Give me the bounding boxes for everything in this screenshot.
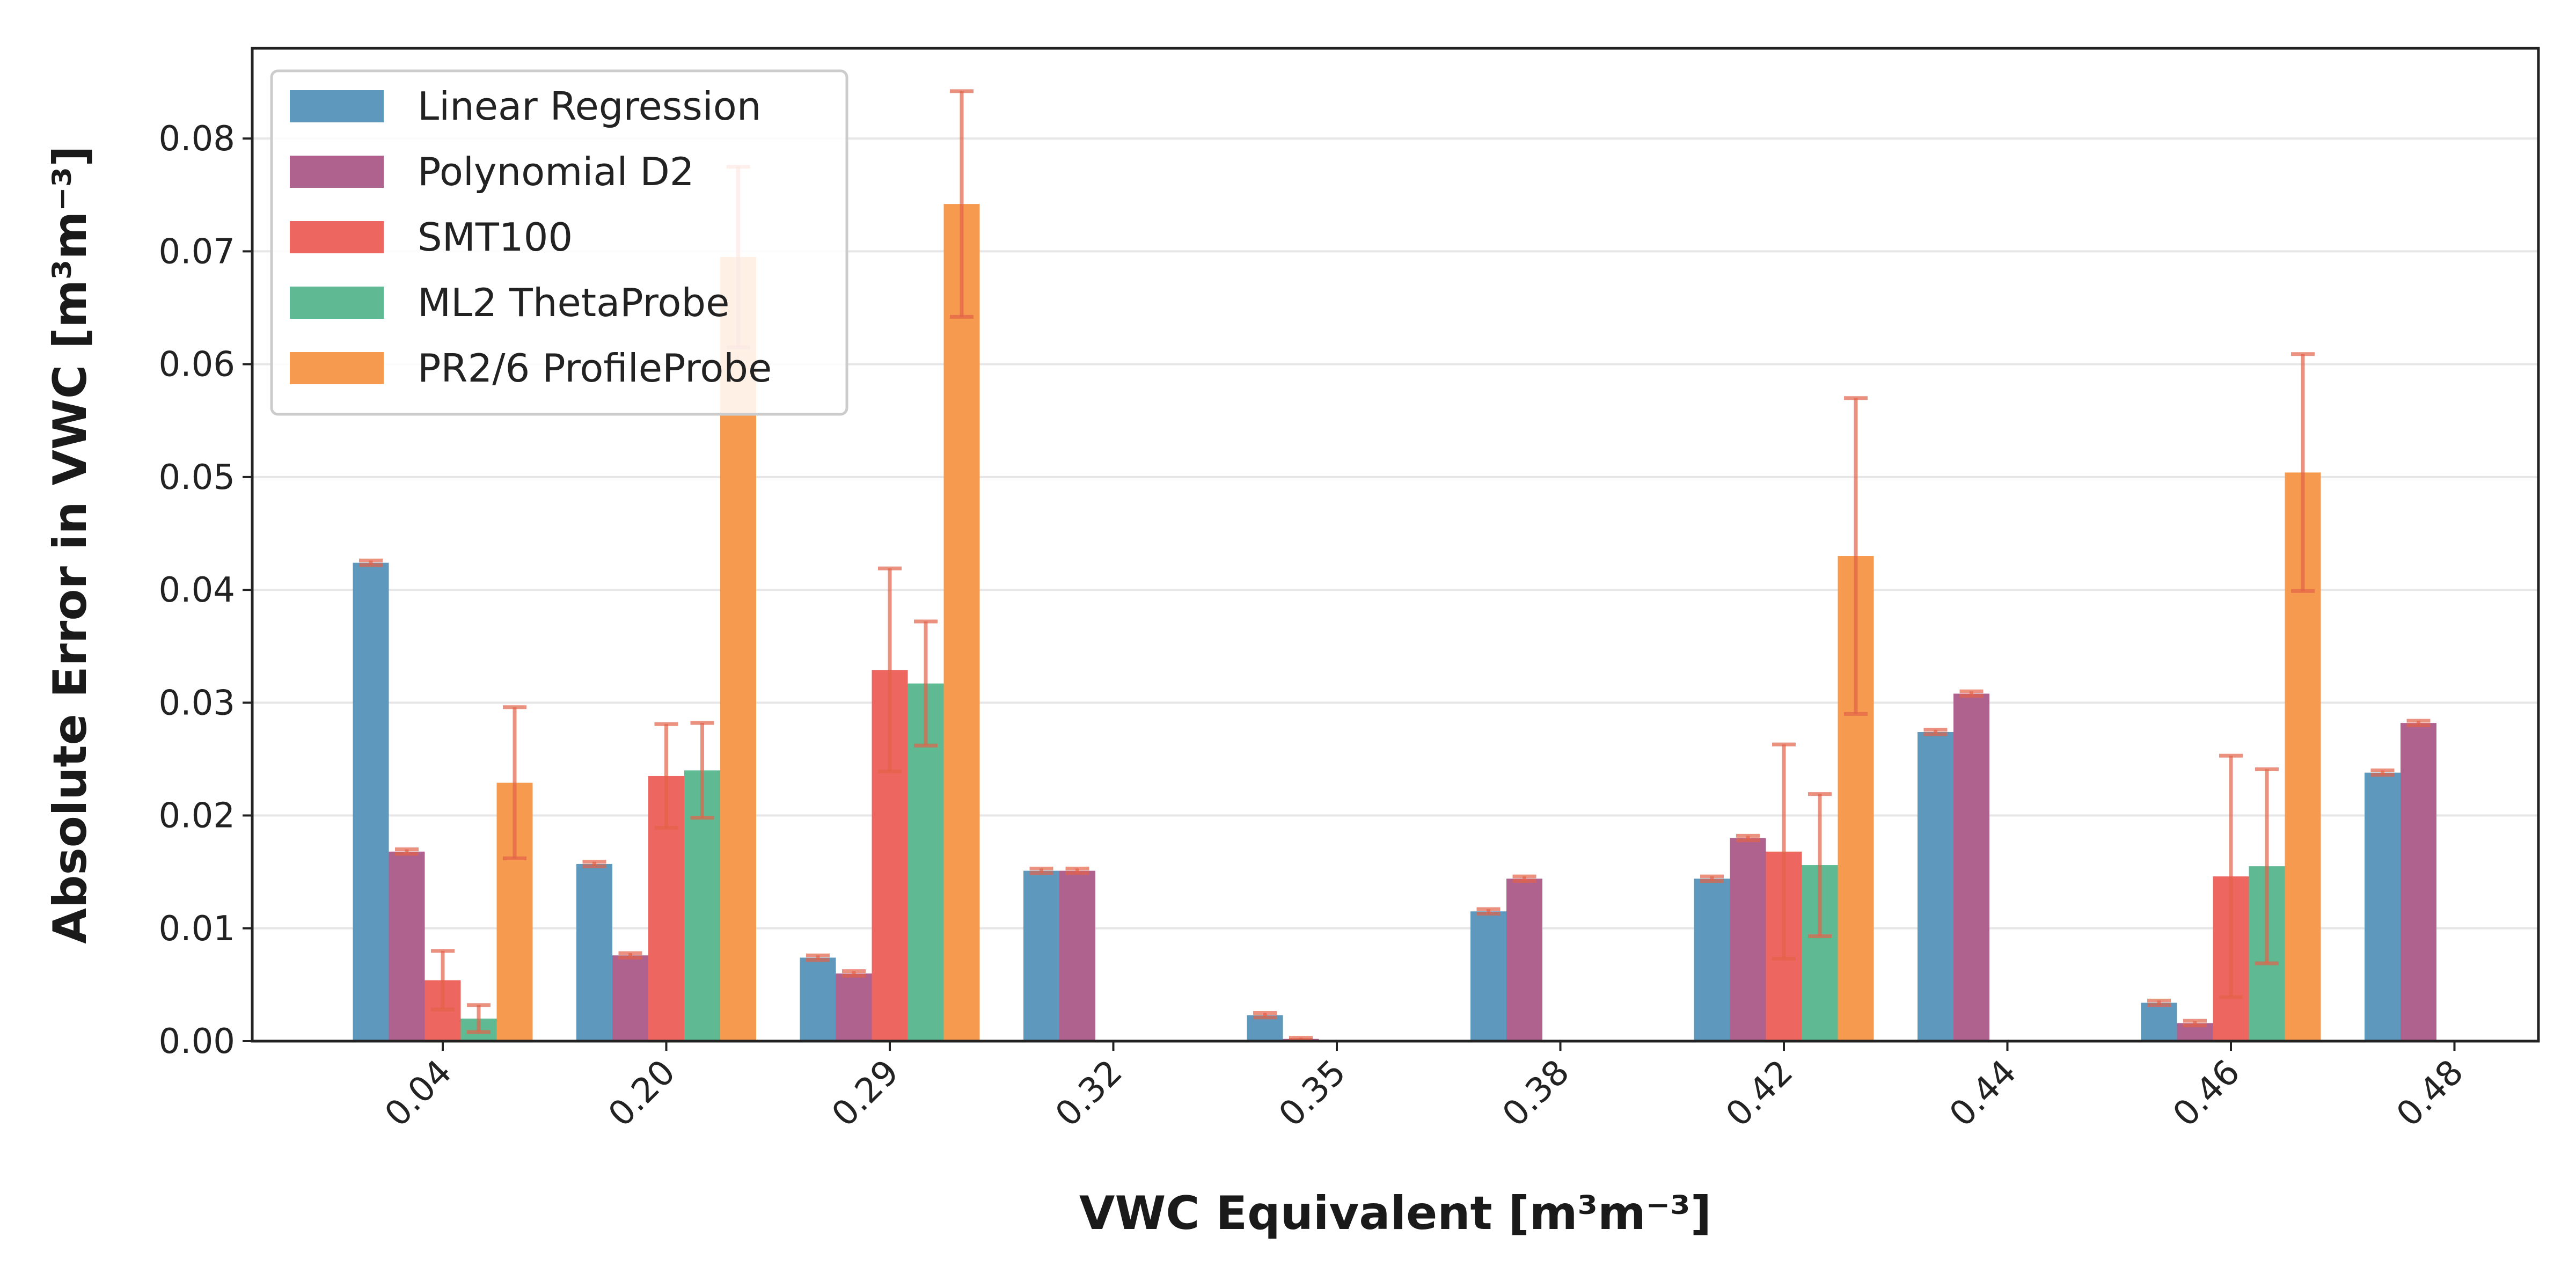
bar xyxy=(800,957,836,1041)
y-axis-title: Absolute Error in VWC [m³m⁻³] xyxy=(43,145,97,943)
bar xyxy=(1506,879,1542,1041)
x-tick-label: 0.35 xyxy=(1271,1052,1353,1135)
legend-swatch xyxy=(290,352,384,384)
x-axis-title: VWC Equivalent [m³m⁻³] xyxy=(1079,1187,1711,1240)
y-tick-label: 0.08 xyxy=(159,119,236,159)
bar xyxy=(1918,731,1953,1041)
x-tick-label: 0.32 xyxy=(1048,1052,1130,1135)
y-tick-label: 0.00 xyxy=(159,1022,236,1062)
x-tick-label: 0.42 xyxy=(1718,1052,1801,1135)
x-tick-label: 0.20 xyxy=(601,1052,683,1135)
y-tick-label: 0.02 xyxy=(159,796,236,836)
bar xyxy=(836,973,872,1041)
legend-swatch xyxy=(290,287,384,319)
legend: Linear Regression Polynomial D2 SMT100 ML2 … xyxy=(270,69,848,416)
legend-frame xyxy=(270,69,848,416)
bar xyxy=(576,863,612,1041)
bar xyxy=(1247,1015,1283,1041)
bar xyxy=(943,204,980,1041)
x-tick-label: 0.29 xyxy=(824,1052,906,1135)
y-tick-label: 0.05 xyxy=(159,458,236,497)
bar xyxy=(2141,1002,2177,1041)
bar xyxy=(2401,723,2436,1041)
legend-label: Linear Regression xyxy=(418,84,761,129)
y-tick-label: 0.01 xyxy=(159,909,236,949)
legend-label: SMT100 xyxy=(418,215,573,260)
bar xyxy=(1953,693,1989,1041)
legend-items: Linear Regression Polynomial D2 SMT100 ML2 … xyxy=(290,84,772,391)
x-tick-label: 0.04 xyxy=(377,1052,459,1135)
bar xyxy=(1023,870,1059,1041)
y-axis: 0.00 0.01 0.02 0.03 0.04 0.05 0.06 0.07 0.08 xyxy=(159,119,252,1062)
legend-swatch xyxy=(290,221,384,253)
bar xyxy=(1470,911,1506,1041)
bar xyxy=(353,562,389,1041)
y-tick-label: 0.07 xyxy=(159,232,236,272)
plot-frame xyxy=(251,47,2540,1043)
y-tick-label: 0.03 xyxy=(159,683,236,723)
bar xyxy=(2365,772,2401,1041)
bar xyxy=(1694,879,1730,1041)
bar xyxy=(612,955,648,1041)
bar xyxy=(389,851,425,1041)
legend-swatch xyxy=(290,90,384,122)
bar xyxy=(1730,838,1766,1041)
legend-swatch xyxy=(290,156,384,188)
bar xyxy=(1059,870,1095,1041)
y-tick-label: 0.04 xyxy=(159,570,236,610)
legend-label: PR2/6 ProfileProbe xyxy=(418,346,772,391)
legend-label: ML2 ThetaProbe xyxy=(418,280,729,325)
y-tick-label: 0.06 xyxy=(159,345,236,385)
x-tick-label: 0.38 xyxy=(1495,1052,1577,1135)
x-tick-label: 0.48 xyxy=(2389,1052,2471,1135)
bars xyxy=(353,204,2436,1042)
x-tick-label: 0.46 xyxy=(2165,1052,2248,1135)
x-tick-label: 0.44 xyxy=(1942,1052,2024,1135)
x-axis: 0.04 0.20 0.29 0.32 0.35 0.38 0.42 0.44 0.46 0.48 xyxy=(377,1041,2471,1135)
legend-label: Polynomial D2 xyxy=(418,149,694,194)
